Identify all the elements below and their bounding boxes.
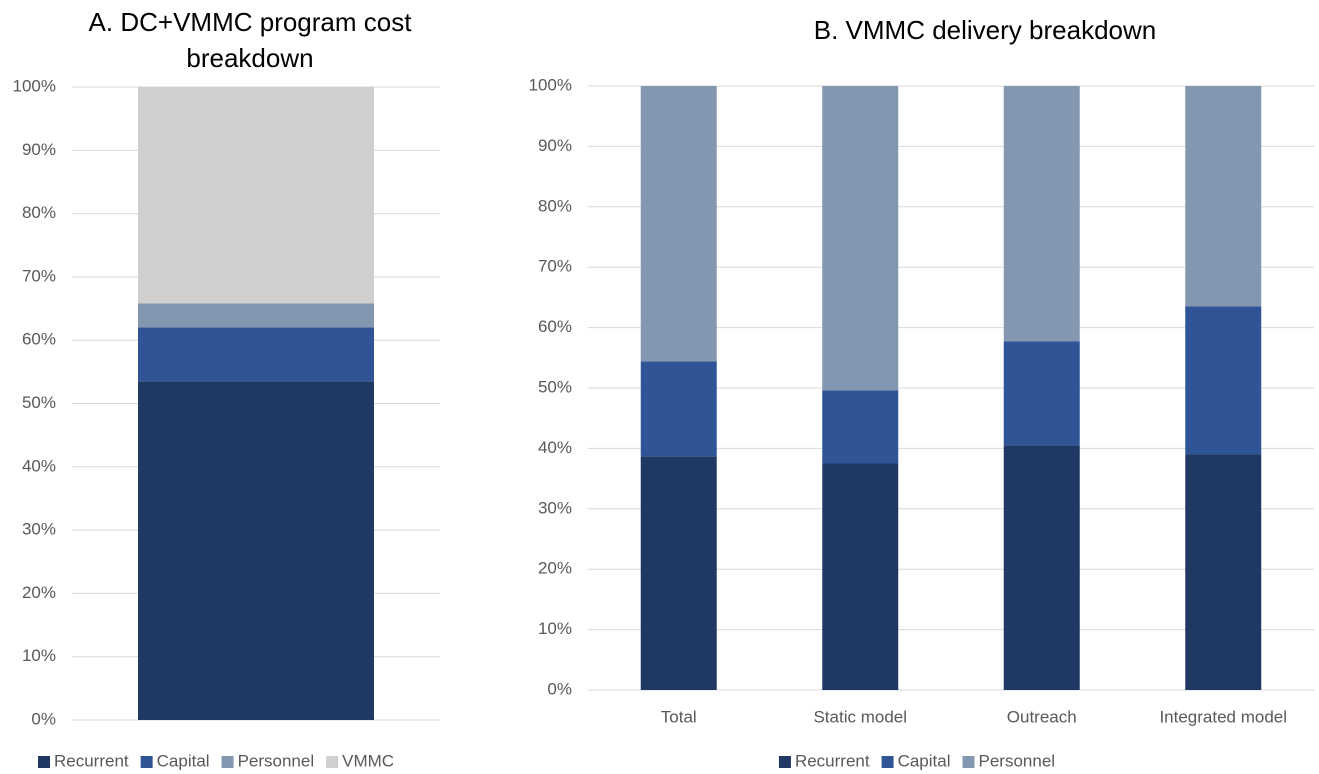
- legend-swatch: [962, 756, 975, 768]
- legend-label: Recurrent: [54, 751, 129, 770]
- bar-segment: [138, 87, 374, 304]
- y-tick-label: 0%: [31, 709, 56, 728]
- legend-label: VMMC: [342, 751, 394, 770]
- y-tick-label: 10%: [538, 619, 572, 638]
- bar-segment: [138, 327, 374, 382]
- y-tick-label: 50%: [22, 393, 56, 412]
- x-tick-label: Integrated model: [1159, 707, 1287, 726]
- chart-title: B. VMMC delivery breakdown: [813, 15, 1157, 45]
- y-tick-label: 60%: [538, 317, 572, 336]
- x-tick-label: Outreach: [1007, 707, 1077, 726]
- bar-segment: [1185, 306, 1262, 455]
- legend-swatch: [140, 756, 153, 768]
- legend-swatch: [221, 756, 234, 768]
- y-tick-label: 20%: [22, 583, 56, 602]
- bar-segment: [822, 86, 899, 391]
- legend-label: Capital: [898, 751, 951, 770]
- legend-swatch: [38, 756, 50, 768]
- x-tick-label: Static model: [813, 707, 907, 726]
- legend-swatch: [881, 756, 894, 768]
- y-tick-label: 90%: [22, 140, 56, 159]
- bar-segment: [1003, 341, 1080, 446]
- y-tick-label: 30%: [22, 520, 56, 539]
- y-tick-label: 10%: [22, 646, 56, 665]
- bar-segment: [1185, 86, 1262, 307]
- y-tick-label: 100%: [13, 76, 56, 95]
- y-tick-label: 40%: [538, 438, 572, 457]
- y-tick-label: 40%: [22, 456, 56, 475]
- y-tick-label: 70%: [22, 266, 56, 285]
- y-tick-label: 80%: [538, 196, 572, 215]
- chart-title: A. DC+VMMC program cost breakdown: [88, 7, 412, 73]
- bar-segment: [640, 86, 717, 362]
- bar-segment: [822, 390, 899, 464]
- legend-swatch: [326, 756, 339, 768]
- y-tick-label: 30%: [538, 498, 572, 517]
- legend-label: Personnel: [238, 751, 315, 770]
- bar-segment: [640, 456, 717, 690]
- bar-segment: [1185, 454, 1262, 690]
- bar-segment: [640, 361, 717, 457]
- bar-segment: [138, 303, 374, 328]
- legend-label: Recurrent: [795, 751, 870, 770]
- y-tick-label: 90%: [538, 136, 572, 155]
- bar-segment: [138, 381, 374, 720]
- y-tick-label: 0%: [547, 679, 572, 698]
- y-tick-label: 50%: [538, 377, 572, 396]
- legend-label: Personnel: [979, 751, 1056, 770]
- y-tick-label: 70%: [538, 257, 572, 276]
- y-tick-label: 100%: [529, 75, 572, 94]
- legend-label: Capital: [157, 751, 210, 770]
- bar-segment: [1003, 86, 1080, 342]
- y-tick-label: 80%: [22, 203, 56, 222]
- legend-swatch: [778, 756, 791, 768]
- x-tick-label: Total: [661, 707, 697, 726]
- bar-segment: [1003, 445, 1080, 690]
- y-tick-label: 20%: [538, 559, 572, 578]
- bar-segment: [822, 463, 899, 690]
- y-tick-label: 60%: [22, 330, 56, 349]
